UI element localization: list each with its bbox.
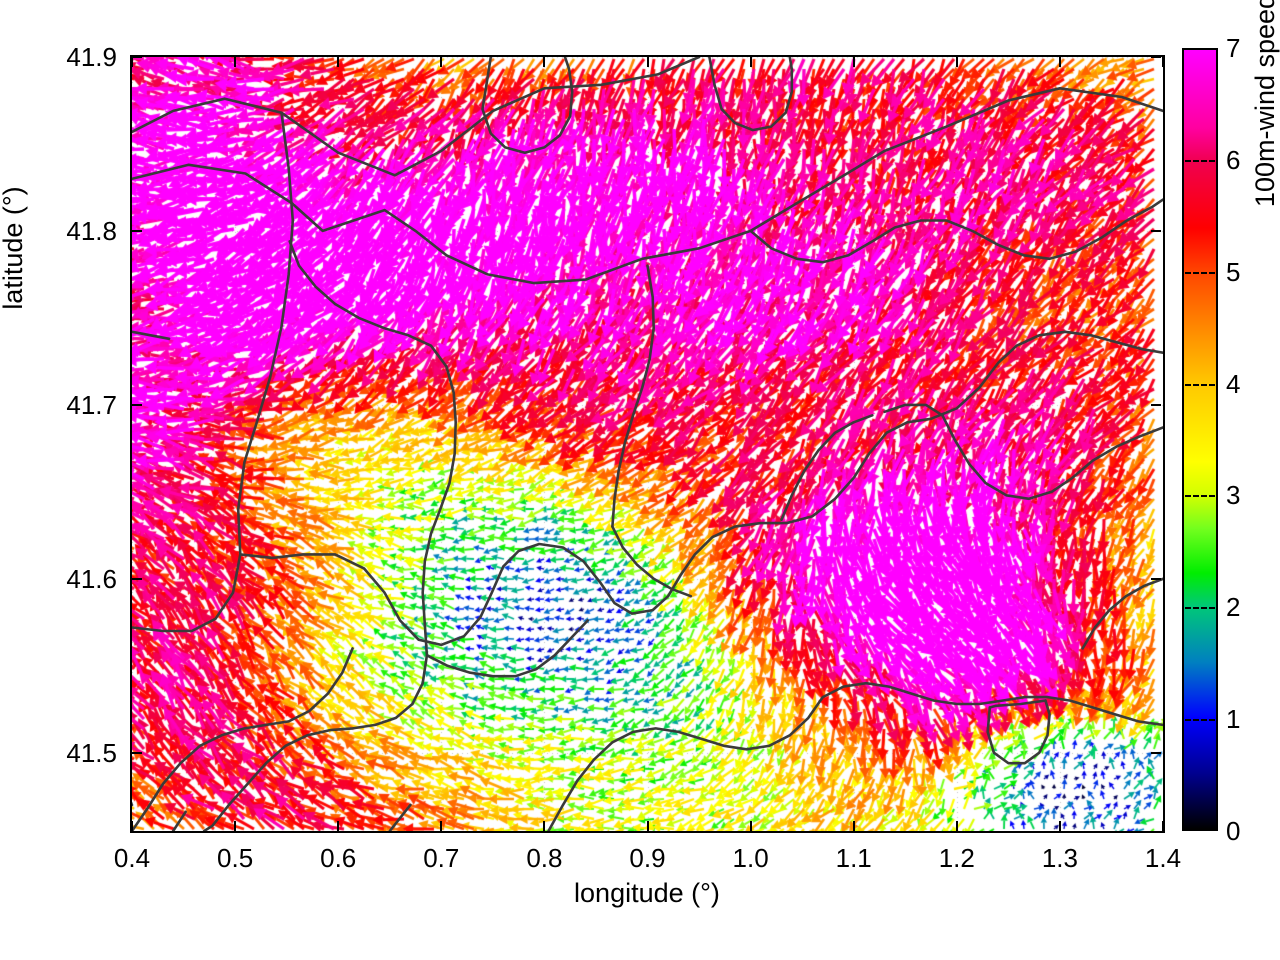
- x-tick-mark: [955, 821, 958, 831]
- x-tick-mark-top: [749, 57, 752, 67]
- colorbar-tick-label: 4: [1226, 368, 1241, 399]
- x-tick-label: 0.4: [113, 843, 151, 873]
- colorbar-tick-label: 0: [1226, 816, 1241, 846]
- x-tick-mark: [646, 821, 649, 831]
- colorbar-tick-mark: [1185, 607, 1215, 610]
- x-tick-mark-top: [440, 57, 443, 67]
- y-tick-mark: [132, 56, 142, 58]
- x-tick-label: 0.8: [526, 843, 563, 873]
- x-tick-label: 0.5: [217, 843, 254, 873]
- x-tick-mark: [1162, 821, 1164, 831]
- y-tick-mark-right: [1151, 229, 1161, 232]
- colorbar-tick-label: 5: [1226, 256, 1241, 287]
- x-tick-mark: [852, 821, 855, 831]
- colorbar-tick-label: 2: [1226, 592, 1241, 623]
- x-tick-mark: [234, 821, 237, 831]
- y-tick-mark-right: [1151, 751, 1161, 754]
- colorbar-tick-label: 1: [1226, 704, 1241, 735]
- y-tick-mark: [132, 403, 142, 406]
- x-tick-label: 0.9: [629, 843, 666, 873]
- x-tick-mark: [749, 821, 752, 831]
- colorbar-gradient: [1182, 48, 1218, 831]
- colorbar-tick-label: 6: [1226, 144, 1241, 175]
- y-tick-mark-right: [1151, 403, 1161, 406]
- x-tick-mark-top: [646, 57, 649, 67]
- y-tick-label: 41.5: [66, 737, 117, 768]
- x-tick-label: 1.1: [835, 843, 872, 873]
- colorbar-tick-label: 3: [1226, 480, 1241, 511]
- x-tick-mark-top: [337, 57, 340, 67]
- y-tick-label: 41.6: [66, 563, 117, 594]
- x-tick-mark-top: [1162, 57, 1164, 67]
- colorbar-tick-mark: [1185, 495, 1215, 498]
- y-axis-title: latitude (°): [0, 186, 28, 310]
- colorbar-tick-mark: [1185, 271, 1215, 274]
- x-tick-label: 1.3: [1041, 843, 1078, 873]
- x-tick-mark: [131, 821, 133, 831]
- x-axis-title: longitude (°): [574, 878, 720, 908]
- colorbar-tick-mark: [1185, 159, 1215, 162]
- y-tick-mark: [132, 229, 142, 232]
- x-tick-mark: [543, 821, 546, 831]
- colorbar-tick-mark: [1185, 383, 1215, 386]
- colorbar-title: 100m-wind speed (m s-1): [1248, 0, 1280, 268]
- x-tick-mark: [440, 821, 443, 831]
- x-tick-mark-top: [131, 57, 133, 67]
- x-tick-mark-top: [852, 57, 855, 67]
- y-tick-mark-right: [1151, 56, 1161, 58]
- y-tick-label: 41.8: [66, 215, 117, 246]
- x-tick-mark-top: [234, 57, 237, 67]
- x-tick-mark: [337, 821, 340, 831]
- colorbar: 0 1 2 3 4 5 6 7: [1182, 35, 1240, 844]
- x-tick-mark-top: [955, 57, 958, 67]
- x-tick-label: 1.0: [732, 843, 769, 873]
- x-tick-mark: [1058, 821, 1061, 831]
- x-tick-label: 1.4: [1144, 843, 1182, 873]
- colorbar-title-main: 100m-wind speed (m s: [1250, 0, 1280, 208]
- x-tick-label: 0.7: [423, 843, 460, 873]
- map-plot-area: [130, 55, 1165, 833]
- x-tick-mark-top: [1058, 57, 1061, 67]
- colorbar-tick-mark: [1185, 719, 1215, 722]
- y-tick-mark-right: [1151, 577, 1161, 580]
- y-tick-mark: [132, 751, 142, 754]
- x-tick-label: 1.2: [938, 843, 975, 873]
- y-tick-label: 41.9: [66, 42, 117, 72]
- coastline-overlay: [132, 57, 1163, 831]
- y-tick-label: 41.7: [66, 389, 117, 420]
- x-tick-label: 0.6: [320, 843, 357, 873]
- y-tick-mark: [132, 577, 142, 580]
- colorbar-tick-label: 7: [1226, 33, 1241, 63]
- x-tick-mark-top: [543, 57, 546, 67]
